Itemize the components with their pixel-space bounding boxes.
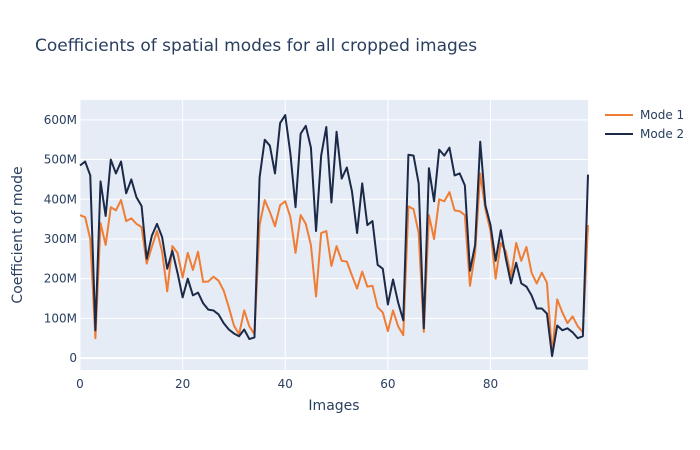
- y-tick-label: 500M: [44, 153, 77, 167]
- y-tick-label: 400M: [44, 192, 77, 206]
- x-axis-title: Images: [308, 398, 359, 414]
- x-axis-ticks: 0 20 40 60 80: [76, 377, 498, 391]
- x-tick-label: 20: [175, 377, 190, 391]
- y-tick-label: 300M: [44, 232, 77, 246]
- y-axis-title: Coefficient of mode: [10, 166, 26, 303]
- y-tick-label: 600M: [44, 113, 77, 127]
- legend-item-mode-2[interactable]: Mode 2: [605, 127, 684, 141]
- legend-label: Mode 1: [640, 108, 684, 122]
- legend-label: Mode 2: [640, 127, 684, 141]
- x-tick-label: 80: [483, 377, 498, 391]
- y-tick-label: 100M: [44, 311, 77, 325]
- y-axis-ticks: 0 100M 200M 300M 400M 500M 600M: [44, 113, 77, 365]
- y-tick-label: 200M: [44, 272, 77, 286]
- x-tick-label: 0: [76, 377, 84, 391]
- x-tick-label: 60: [380, 377, 395, 391]
- series-line-mode-2: [79, 114, 589, 358]
- series-lines: [79, 114, 589, 358]
- chart-title: Coefficients of spatial modes for all cr…: [35, 36, 477, 56]
- y-tick-label: 0: [69, 351, 77, 365]
- x-tick-label: 40: [278, 377, 293, 391]
- plot-background: [80, 100, 588, 370]
- legend-item-mode-1[interactable]: Mode 1: [605, 108, 684, 122]
- legend[interactable]: Mode 1 Mode 2: [605, 108, 684, 141]
